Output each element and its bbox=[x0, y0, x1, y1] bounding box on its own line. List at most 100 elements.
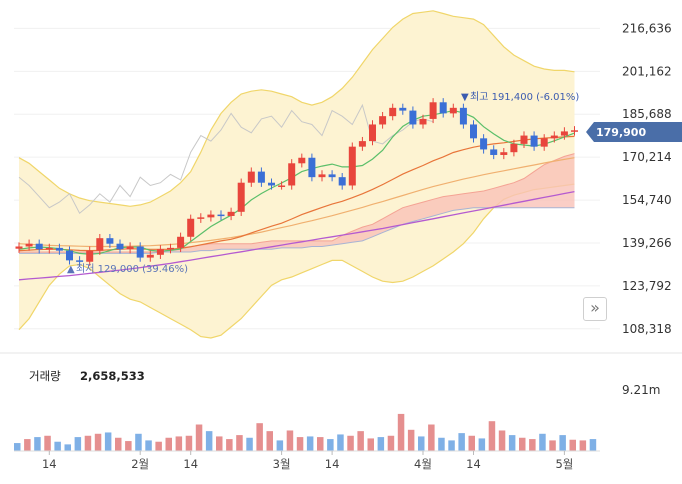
volume-bar bbox=[569, 439, 576, 451]
volume-bar bbox=[407, 429, 415, 451]
volume-bar bbox=[125, 441, 132, 451]
candle-body bbox=[126, 246, 134, 250]
price-tick-label: 185,688 bbox=[622, 107, 672, 121]
volume-bar bbox=[549, 440, 556, 451]
volume-bar bbox=[327, 439, 334, 451]
candle-body bbox=[106, 238, 114, 244]
volume-bar bbox=[498, 430, 506, 451]
low-annotation-text: 최저 129,000 (39.46%) bbox=[76, 263, 188, 275]
x-tick-label: 5월 bbox=[555, 457, 573, 471]
price-tick-label: 216,636 bbox=[622, 21, 672, 35]
x-tick-label: 14 bbox=[466, 457, 481, 471]
ma120-line bbox=[18, 190, 575, 281]
candle-body bbox=[338, 177, 346, 186]
volume-bar bbox=[44, 435, 51, 451]
volume-bar bbox=[216, 436, 223, 451]
ma60-line bbox=[18, 157, 575, 248]
candle-body bbox=[389, 107, 397, 117]
candle-body bbox=[369, 124, 376, 142]
volume-bar bbox=[195, 424, 203, 451]
candle-body bbox=[146, 254, 154, 258]
high-annotation-text: 최고 191,400 (-6.01%) bbox=[470, 91, 579, 103]
volume-bar bbox=[175, 436, 183, 451]
volume-bar bbox=[478, 438, 486, 451]
candle-body bbox=[247, 171, 255, 183]
candle-body bbox=[429, 102, 437, 119]
candle-body bbox=[156, 249, 164, 255]
span-a-line bbox=[19, 153, 575, 253]
volume-bar bbox=[377, 437, 385, 451]
volume-bar bbox=[529, 439, 536, 451]
low-annotation: ▲ 최저 129,000 (39.46%) bbox=[67, 263, 188, 275]
candle-body bbox=[379, 116, 387, 125]
candle-body bbox=[86, 250, 94, 262]
high-annotation: ▼ 최고 191,400 (-6.01%) bbox=[461, 91, 579, 103]
volume-bar bbox=[266, 431, 273, 451]
volume-bar bbox=[115, 437, 122, 451]
ma5-line bbox=[18, 109, 575, 255]
volume-bar bbox=[84, 435, 92, 451]
volume-bar bbox=[488, 421, 496, 451]
candle-body bbox=[490, 149, 498, 155]
price-tick-label: 108,318 bbox=[622, 322, 672, 336]
volume-bar bbox=[306, 436, 314, 451]
bollinger-upper-line bbox=[18, 10, 575, 207]
volume-title: 거래량 bbox=[29, 369, 61, 383]
candle-body bbox=[540, 138, 548, 147]
volume-bar bbox=[317, 437, 324, 451]
volume-bar bbox=[94, 433, 102, 451]
volume-bar bbox=[508, 435, 516, 451]
candle-body bbox=[187, 218, 195, 237]
price-tick-label: 139,266 bbox=[622, 236, 672, 250]
volume-bar bbox=[296, 437, 304, 451]
volume-bar bbox=[418, 436, 425, 451]
candle-body bbox=[358, 141, 366, 147]
volume-bar bbox=[428, 424, 435, 451]
volume-bar bbox=[468, 435, 475, 451]
last-price-label: 179,900 bbox=[586, 122, 682, 142]
candle-body bbox=[439, 102, 447, 114]
volume-bar bbox=[357, 431, 364, 451]
candles bbox=[15, 98, 578, 266]
volume-bars bbox=[14, 413, 597, 451]
x-tick-label: 4월 bbox=[414, 457, 432, 471]
x-tick-label: 3월 bbox=[273, 457, 291, 471]
candle-body bbox=[257, 171, 265, 183]
candle-body bbox=[449, 107, 457, 114]
candle-body bbox=[227, 211, 235, 216]
expand-chart-button[interactable]: » bbox=[583, 297, 607, 321]
price-tick-label: 170,214 bbox=[622, 150, 672, 164]
volume-bar bbox=[185, 435, 193, 451]
volume-bar bbox=[347, 435, 354, 451]
price-tick-label: 123,792 bbox=[622, 279, 672, 293]
candle-body bbox=[237, 182, 245, 212]
volume-bar bbox=[337, 434, 344, 451]
candle-body bbox=[288, 163, 296, 186]
volume-axis-label: 9.21m bbox=[622, 383, 660, 397]
volume-bar bbox=[34, 437, 41, 451]
volume-bar bbox=[519, 437, 526, 451]
volume-bar bbox=[165, 437, 172, 451]
candle-body bbox=[35, 243, 43, 250]
candle-body bbox=[197, 217, 205, 219]
x-axis: 14 2월 14 3월 14 4월 14 5월 bbox=[42, 451, 573, 471]
x-tick-label: 2월 bbox=[131, 457, 149, 471]
volume-bar bbox=[246, 437, 253, 451]
ichimoku-cloud bbox=[19, 153, 575, 254]
candle-body bbox=[550, 135, 558, 139]
volume-bar bbox=[448, 440, 455, 451]
candle-body bbox=[318, 174, 326, 178]
volume-bar bbox=[256, 423, 263, 451]
volume-bar bbox=[226, 439, 233, 451]
price-tick-label: 201,162 bbox=[622, 64, 672, 78]
volume-bar bbox=[579, 440, 587, 451]
volume-bar bbox=[145, 440, 152, 451]
candle-body bbox=[167, 247, 174, 250]
last-price-tag bbox=[586, 122, 682, 142]
x-tick-label: 14 bbox=[183, 457, 198, 471]
volume-bar bbox=[559, 435, 566, 451]
volume-bar bbox=[438, 437, 445, 451]
candle-body bbox=[76, 260, 84, 262]
volume-bar bbox=[24, 439, 31, 451]
volume-bar bbox=[14, 443, 21, 451]
